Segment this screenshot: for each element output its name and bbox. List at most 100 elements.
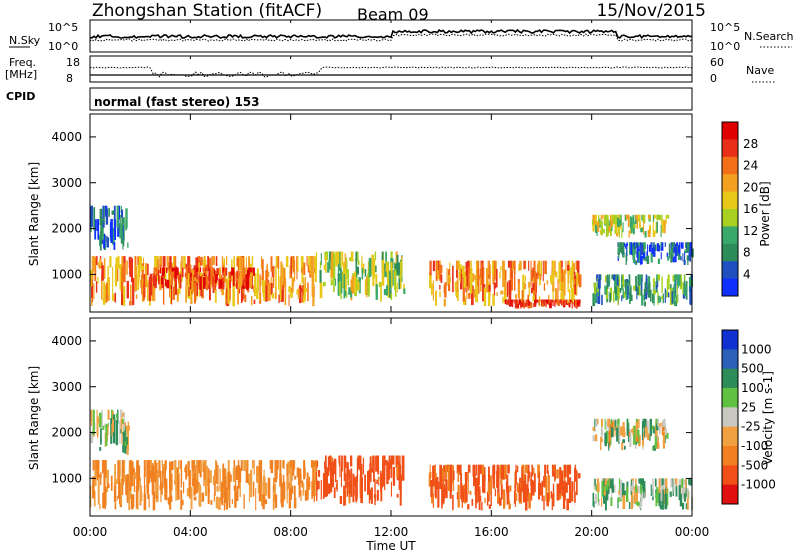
echo-cell (109, 256, 112, 268)
nsky-trace (89, 28, 693, 40)
echo-cell (219, 279, 222, 288)
echo-cell (394, 263, 398, 273)
echo-cell (330, 251, 334, 278)
echo-cell (201, 276, 204, 291)
echo-cell (273, 490, 275, 510)
echo-cell (107, 409, 110, 420)
echo-cell (252, 481, 255, 497)
colorbar-tick-label: 16 (743, 202, 758, 216)
echo-cell (601, 418, 603, 428)
echo-cell (671, 478, 674, 484)
echo-cell (596, 220, 598, 226)
echo-cell (667, 274, 670, 290)
echo-cell (665, 290, 667, 298)
echo-cell (648, 244, 652, 252)
echo-cell (652, 278, 655, 287)
echo-cell (119, 460, 121, 478)
echo-cell (639, 501, 642, 509)
echo-cell (99, 258, 101, 267)
echo-cell (607, 274, 609, 289)
colorbar-segment (722, 349, 738, 370)
echo-cell (240, 267, 242, 273)
echo-cell (635, 214, 637, 220)
echo-cell (195, 275, 197, 301)
freq-tick-high: 18 (66, 56, 80, 69)
echo-cell (605, 478, 608, 487)
echo-cell (492, 293, 495, 306)
echo-cell (185, 464, 188, 480)
echo-cell (522, 473, 524, 492)
echo-cell (161, 481, 163, 495)
echo-cell (660, 478, 664, 486)
echo-cell (376, 489, 379, 501)
echo-cell (108, 207, 110, 217)
echo-cell (635, 214, 638, 224)
echo-cell (682, 502, 685, 510)
echo-cell (347, 269, 349, 286)
echo-cell (198, 272, 201, 281)
echo-cell (656, 487, 659, 504)
echo-cell (596, 224, 598, 236)
echo-cell (352, 273, 355, 277)
echo-cell (324, 469, 327, 498)
nsky-label: N.Sky (9, 34, 41, 47)
echo-cell (320, 253, 322, 266)
echo-cell (441, 468, 444, 489)
echo-cell (385, 251, 387, 266)
freq-panel: Freq. [MHz] 18 8 60 0 Nave (5, 55, 776, 85)
echo-cell (676, 285, 678, 304)
echo-cell (608, 418, 611, 425)
echo-cell (268, 282, 271, 301)
echo-cell (130, 491, 132, 500)
echo-cell (114, 219, 117, 238)
echo-cell (509, 268, 512, 279)
echo-cell (673, 293, 676, 306)
echo-cell (631, 428, 633, 433)
echo-cell (219, 468, 221, 492)
echo-cell (639, 434, 641, 446)
echo-cell (237, 279, 239, 305)
echo-cell (179, 273, 182, 289)
echo-cell (650, 242, 653, 247)
echo-cell (193, 496, 197, 501)
echo-cell (398, 462, 400, 490)
echo-cell (90, 205, 93, 228)
echo-cell (686, 488, 689, 499)
echo-cell (119, 205, 120, 220)
echo-cell (235, 272, 237, 282)
echo-cell (672, 275, 675, 282)
echo-cell (493, 260, 496, 282)
echo-cell (123, 411, 125, 431)
echo-cell (686, 255, 690, 260)
echo-cell (657, 443, 660, 449)
echo-cell (527, 303, 530, 309)
echo-cell (361, 464, 363, 472)
echo-cell (545, 302, 547, 308)
xaxis-tick-label: 08:00 (273, 525, 308, 539)
echo-cell (317, 480, 320, 490)
echo-cell (179, 460, 181, 470)
echo-cell (389, 272, 392, 292)
echo-cell (456, 492, 459, 500)
echo-cell (496, 464, 500, 474)
echo-cell (497, 478, 500, 504)
echo-cell (596, 482, 600, 493)
echo-cell (569, 464, 572, 475)
echo-cell (546, 280, 549, 285)
echo-cell (212, 475, 214, 486)
echo-cell (445, 479, 448, 499)
echo-cell (370, 467, 373, 473)
echo-cell (90, 485, 92, 508)
echo-cell (473, 474, 476, 487)
echo-cell (170, 276, 172, 304)
echo-cell (395, 455, 397, 468)
echo-cell (655, 228, 657, 234)
echo-cell (273, 495, 276, 502)
echo-cell (102, 220, 105, 228)
echo-cell (691, 248, 694, 258)
echo-cell (197, 267, 200, 276)
nsky-traces (89, 28, 693, 42)
echo-cell (162, 467, 164, 483)
echo-cell (437, 260, 439, 271)
